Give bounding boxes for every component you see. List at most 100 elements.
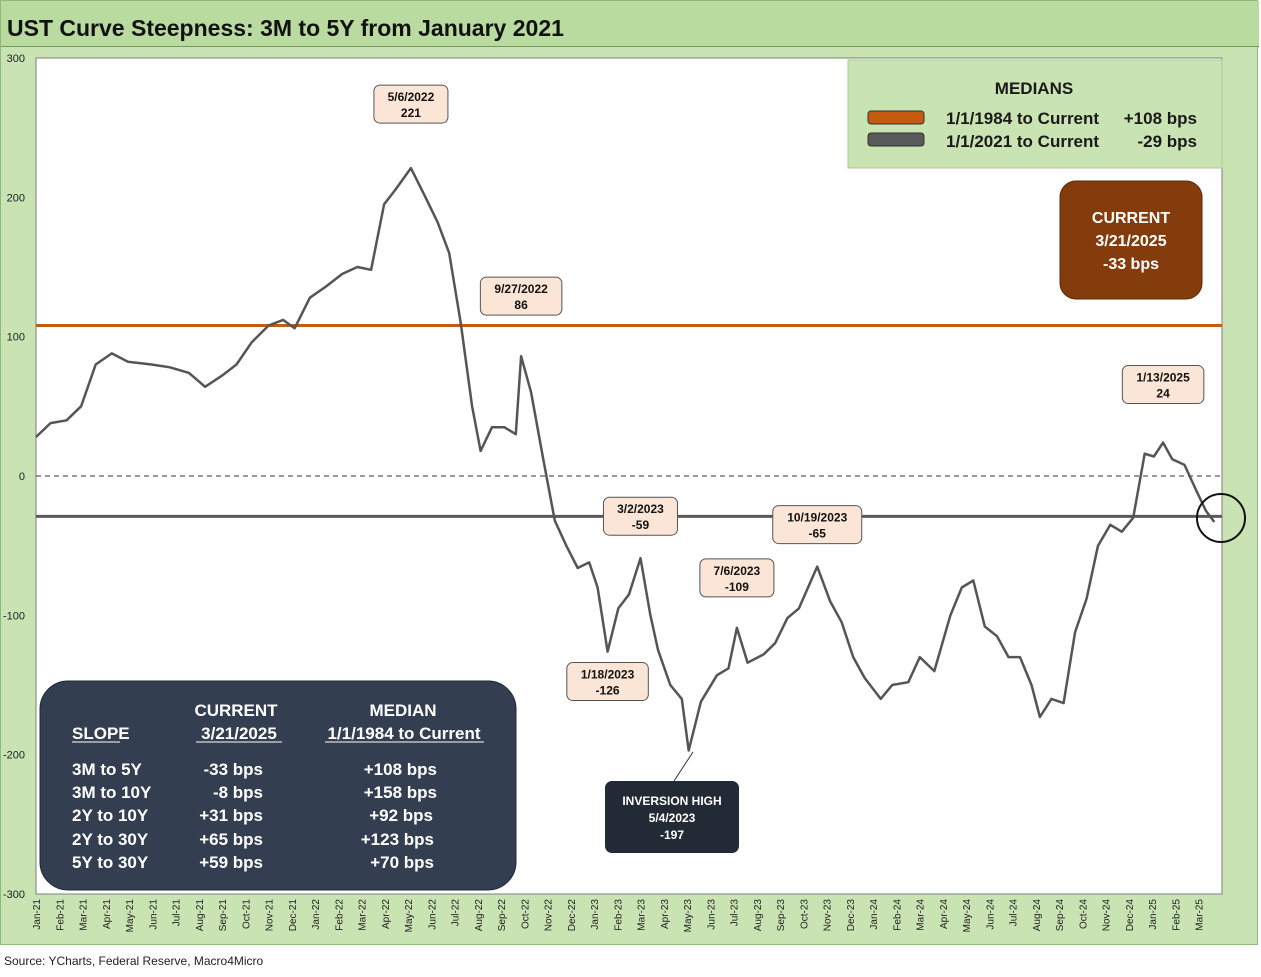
annotation-value: -126 <box>596 684 620 698</box>
y-tick-label: -100 <box>3 610 25 622</box>
legend-period-1984: 1/1/1984 to Current <box>946 109 1099 128</box>
slope-row-name: 2Y to 10Y <box>72 806 149 825</box>
x-tick-label: Jul-22 <box>451 899 462 927</box>
current-point-circle <box>1196 493 1246 543</box>
x-tick-label: Nov-21 <box>265 899 276 932</box>
x-tick-label: Jul-23 <box>730 899 741 927</box>
series-line <box>35 166 1216 752</box>
slope-row-name: 3M to 10Y <box>72 783 152 802</box>
x-tick-label: Dec-24 <box>1125 899 1136 932</box>
slope-row-median: +70 bps <box>370 853 434 872</box>
x-tick-label: Sep-21 <box>218 899 229 932</box>
inversion-date: 5/4/2023 <box>649 811 696 825</box>
x-tick-label: Mar-23 <box>637 899 648 931</box>
x-tick-label: Aug-23 <box>753 899 764 932</box>
annotation-date: 7/6/2023 <box>714 564 761 578</box>
slope-row-name: 3M to 5Y <box>72 760 143 779</box>
annotation-callout: 3/2/2023 -59 <box>602 496 678 536</box>
x-tick-label: Aug-24 <box>1032 899 1043 932</box>
x-tick-label: May-24 <box>962 899 973 933</box>
annotation-box <box>479 276 563 316</box>
current-label: CURRENT <box>1092 210 1170 227</box>
annotation-callout: 7/6/2023 -109 <box>699 558 775 598</box>
annotation-value: -65 <box>809 527 827 541</box>
x-tick-label: Oct-22 <box>520 899 531 929</box>
y-axis: -300 -200 -100 0 100 200 300 <box>3 53 25 901</box>
x-tick-label: Feb-21 <box>55 899 66 931</box>
y-tick-label: 300 <box>7 53 25 65</box>
annotation-layer: 5/6/2022 221 9/27/2022 86 1/18/2023 -126 3/2/2… <box>373 84 1205 702</box>
x-tick-label: Feb-25 <box>1171 899 1182 931</box>
x-tick-label: Dec-23 <box>846 899 857 932</box>
chart-title: UST Curve Steepness: 3M to 5Y from Janua… <box>7 15 564 41</box>
x-tick-label: Jun-24 <box>985 899 996 930</box>
x-tick-label: Apr-23 <box>660 899 671 929</box>
annotation-box <box>699 558 775 598</box>
x-tick-label: Jan-22 <box>311 899 322 930</box>
annotation-date: 1/18/2023 <box>581 668 635 682</box>
annotation-date: 1/13/2025 <box>1136 371 1190 385</box>
x-tick-label: Aug-22 <box>474 899 485 932</box>
y-tick-label: -300 <box>3 889 25 901</box>
x-tick-label: Jun-23 <box>706 899 717 930</box>
current-box: CURRENT 3/21/2025 -33 bps <box>1059 180 1203 300</box>
x-tick-label: Sep-22 <box>497 899 508 932</box>
x-tick-label: Aug-21 <box>195 899 206 932</box>
slope-row-name: 2Y to 30Y <box>72 830 149 849</box>
x-axis: Jan-21 Feb-21 Mar-21 Apr-21 May-21 Jun-21 Jul-… <box>32 899 1206 933</box>
x-tick-label: Sep-24 <box>1055 899 1066 932</box>
x-tick-label: Feb-24 <box>892 899 903 931</box>
x-tick-label: Jun-22 <box>427 899 438 930</box>
x-tick-label: Dec-21 <box>288 899 299 932</box>
inversion-leader-line <box>673 751 694 782</box>
slope-row-median: +123 bps <box>361 830 434 849</box>
x-tick-label: Dec-22 <box>567 899 578 932</box>
x-tick-label: Mar-22 <box>358 899 369 931</box>
slope-col-current-1: CURRENT <box>194 701 278 720</box>
source-note: Source: YCharts, Federal Reserve, Macro4… <box>4 954 264 968</box>
x-tick-label: May-23 <box>683 899 694 933</box>
annotation-callout: 1/13/2025 24 <box>1121 365 1205 405</box>
annotation-date: 3/2/2023 <box>617 502 664 516</box>
slope-row-name: 5Y to 30Y <box>72 853 149 872</box>
annotation-value: -59 <box>632 518 650 532</box>
x-tick-label: Jan-21 <box>32 899 43 930</box>
x-tick-label: Sep-23 <box>776 899 787 932</box>
annotation-box <box>566 662 649 702</box>
slope-col-slope: SLOPE <box>72 724 130 743</box>
x-tick-label: Nov-24 <box>1102 899 1113 932</box>
inversion-value: -197 <box>660 828 684 842</box>
x-tick-label: Mar-25 <box>1195 899 1206 931</box>
slope-table: CURRENT MEDIAN SLOPE 3/21/2025 1/1/1984 … <box>39 680 517 891</box>
legend-swatch-1984 <box>867 110 925 125</box>
x-tick-label: Oct-24 <box>1078 899 1089 929</box>
annotation-date: 10/19/2023 <box>787 511 847 525</box>
x-tick-label: Jun-21 <box>148 899 159 930</box>
x-tick-label: Apr-22 <box>381 899 392 929</box>
inversion-label: INVERSION HIGH <box>622 794 721 808</box>
x-tick-label: May-21 <box>125 899 136 933</box>
slope-row-median: +92 bps <box>369 806 433 825</box>
current-date: 3/21/2025 <box>1095 233 1166 250</box>
slope-col-median-2: 1/1/1984 to Current <box>327 724 480 743</box>
annotation-box <box>602 496 678 536</box>
x-tick-label: Jan-25 <box>1148 899 1159 930</box>
x-tick-label: Apr-24 <box>939 899 950 929</box>
annotation-date: 9/27/2022 <box>494 282 548 296</box>
medians-heading: MEDIANS <box>995 79 1073 98</box>
slope-row-median: +158 bps <box>364 783 437 802</box>
x-tick-label: Mar-24 <box>916 899 927 931</box>
title-bar: UST Curve Steepness: 3M to 5Y from Janua… <box>1 1 1259 47</box>
slope-col-current-2: 3/21/2025 <box>201 724 277 743</box>
slope-row-median: +108 bps <box>364 760 437 779</box>
slope-row-current: +59 bps <box>199 853 263 872</box>
legend-period-2021: 1/1/2021 to Current <box>946 132 1099 151</box>
slope-row-current: -8 bps <box>213 783 263 802</box>
y-tick-label: 200 <box>7 192 25 204</box>
inversion-high-box: INVERSION HIGH 5/4/2023 -197 <box>605 781 739 853</box>
series-layer <box>35 166 1216 752</box>
x-tick-label: May-22 <box>404 899 415 933</box>
annotation-callout: 5/6/2022 221 <box>373 84 449 124</box>
x-tick-label: Oct-23 <box>799 899 810 929</box>
